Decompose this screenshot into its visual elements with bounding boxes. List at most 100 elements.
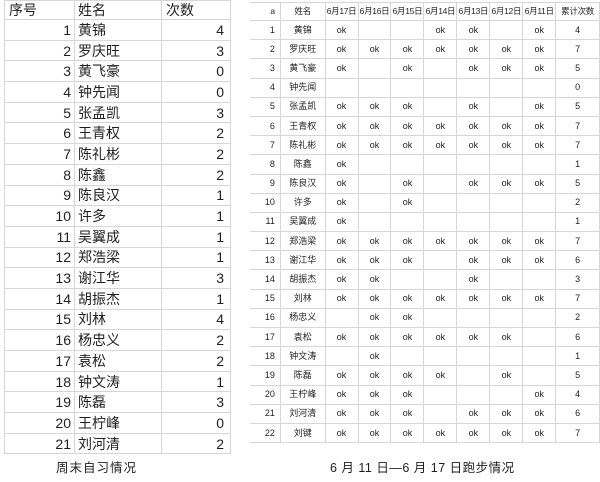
ok-mark-cell[interactable]: ok	[390, 250, 425, 271]
name-cell[interactable]: 钟文涛	[279, 346, 326, 367]
ok-mark-cell[interactable]: ok	[522, 231, 557, 252]
name-cell[interactable]: 郑浩梁	[74, 246, 162, 269]
serial-cell[interactable]: 2	[250, 39, 281, 60]
ok-mark-cell[interactable]: ok	[390, 96, 425, 117]
count-cell[interactable]: 3	[161, 101, 231, 124]
ok-mark-cell[interactable]	[522, 269, 557, 290]
ok-mark-cell[interactable]	[423, 173, 458, 194]
name-cell[interactable]: 刘河清	[279, 403, 326, 424]
header-date[interactable]: 6月15日	[390, 2, 425, 21]
ok-mark-cell[interactable]: ok	[456, 326, 491, 348]
ok-mark-cell[interactable]: ok	[357, 250, 392, 271]
total-count-cell[interactable]: 6	[555, 250, 600, 271]
ok-mark-cell[interactable]	[390, 269, 425, 290]
serial-cell[interactable]: 6	[250, 115, 281, 137]
ok-mark-cell[interactable]	[456, 384, 491, 405]
ok-mark-cell[interactable]	[522, 346, 557, 367]
ok-mark-cell[interactable]: ok	[489, 403, 524, 424]
ok-mark-cell[interactable]: ok	[489, 365, 524, 386]
ok-mark-cell[interactable]: ok	[390, 135, 425, 156]
ok-mark-cell[interactable]: ok	[489, 231, 524, 252]
count-cell[interactable]: 0	[161, 60, 231, 83]
ok-mark-cell[interactable]: ok	[390, 288, 425, 309]
serial-cell[interactable]: 12	[4, 246, 75, 269]
name-cell[interactable]: 陈良汉	[74, 184, 162, 207]
ok-mark-cell[interactable]	[423, 96, 458, 117]
count-cell[interactable]: 4	[161, 19, 231, 41]
ok-mark-cell[interactable]	[489, 19, 524, 41]
serial-cell[interactable]: 1	[4, 19, 75, 41]
total-count-cell[interactable]: 5	[555, 173, 600, 194]
ok-mark-cell[interactable]: ok	[357, 288, 392, 309]
ok-mark-cell[interactable]: ok	[522, 384, 557, 405]
ok-mark-cell[interactable]: ok	[390, 231, 425, 252]
ok-mark-cell[interactable]	[423, 211, 458, 233]
count-cell[interactable]: 3	[161, 39, 231, 62]
ok-mark-cell[interactable]	[456, 154, 491, 175]
name-cell[interactable]: 谢江华	[279, 250, 326, 271]
count-cell[interactable]: 1	[161, 287, 231, 310]
ok-mark-cell[interactable]: ok	[489, 250, 524, 271]
ok-mark-cell[interactable]	[456, 346, 491, 367]
ok-mark-cell[interactable]: ok	[522, 288, 557, 309]
ok-mark-cell[interactable]: ok	[489, 135, 524, 156]
name-cell[interactable]: 胡振杰	[74, 287, 162, 310]
count-cell[interactable]: 0	[161, 412, 231, 434]
ok-mark-cell[interactable]: ok	[522, 58, 557, 79]
name-cell[interactable]: 黄锦	[74, 19, 162, 41]
ok-mark-cell[interactable]: ok	[390, 307, 425, 329]
total-count-cell[interactable]: 5	[555, 58, 600, 79]
ok-mark-cell[interactable]: ok	[423, 326, 458, 348]
ok-mark-cell[interactable]: ok	[423, 288, 458, 309]
serial-cell[interactable]: 16	[250, 307, 281, 329]
serial-cell[interactable]: 18	[4, 370, 75, 393]
ok-mark-cell[interactable]: ok	[324, 326, 359, 348]
ok-mark-cell[interactable]	[423, 192, 458, 213]
ok-mark-cell[interactable]: ok	[522, 403, 557, 424]
total-count-cell[interactable]: 2	[555, 307, 600, 329]
serial-cell[interactable]: 14	[250, 269, 281, 290]
name-cell[interactable]: 陈鑫	[74, 163, 162, 186]
ok-mark-cell[interactable]: ok	[324, 250, 359, 271]
name-cell[interactable]: 黄锦	[279, 19, 326, 41]
total-count-cell[interactable]: 6	[555, 326, 600, 348]
ok-mark-cell[interactable]: ok	[390, 39, 425, 60]
name-cell[interactable]: 钟先闻	[74, 81, 162, 103]
ok-mark-cell[interactable]: ok	[456, 58, 491, 79]
name-cell[interactable]: 胡振杰	[279, 269, 326, 290]
ok-mark-cell[interactable]	[456, 211, 491, 233]
ok-mark-cell[interactable]: ok	[423, 39, 458, 60]
ok-mark-cell[interactable]: ok	[357, 135, 392, 156]
count-cell[interactable]: 3	[161, 391, 231, 414]
name-cell[interactable]: 陈良汉	[279, 173, 326, 194]
ok-mark-cell[interactable]: ok	[390, 58, 425, 79]
ok-mark-cell[interactable]: ok	[456, 39, 491, 60]
ok-mark-cell[interactable]: ok	[390, 326, 425, 348]
count-cell[interactable]: 0	[161, 81, 231, 103]
total-count-cell[interactable]: 1	[555, 154, 600, 175]
ok-mark-cell[interactable]: ok	[423, 135, 458, 156]
serial-cell[interactable]: 13	[250, 250, 281, 271]
name-cell[interactable]: 杨忠义	[74, 329, 162, 351]
ok-mark-cell[interactable]: ok	[324, 384, 359, 405]
ok-mark-cell[interactable]: ok	[489, 58, 524, 79]
serial-cell[interactable]: 4	[4, 81, 75, 103]
ok-mark-cell[interactable]	[390, 154, 425, 175]
ok-mark-cell[interactable]	[522, 77, 557, 98]
ok-mark-cell[interactable]: ok	[357, 346, 392, 367]
header-date[interactable]: 6月17日	[324, 2, 359, 21]
header-total-count[interactable]: 累计次数	[555, 2, 600, 21]
header-a[interactable]: a	[250, 2, 281, 21]
ok-mark-cell[interactable]	[489, 192, 524, 213]
ok-mark-cell[interactable]: ok	[522, 19, 557, 41]
ok-mark-cell[interactable]: ok	[390, 173, 425, 194]
ok-mark-cell[interactable]: ok	[324, 58, 359, 79]
ok-mark-cell[interactable]: ok	[456, 250, 491, 271]
name-cell[interactable]: 刘林	[74, 308, 162, 331]
ok-mark-cell[interactable]	[423, 250, 458, 271]
ok-mark-cell[interactable]	[357, 173, 392, 194]
ok-mark-cell[interactable]: ok	[324, 135, 359, 156]
ok-mark-cell[interactable]	[357, 154, 392, 175]
count-cell[interactable]: 1	[161, 370, 231, 393]
ok-mark-cell[interactable]: ok	[324, 422, 359, 444]
